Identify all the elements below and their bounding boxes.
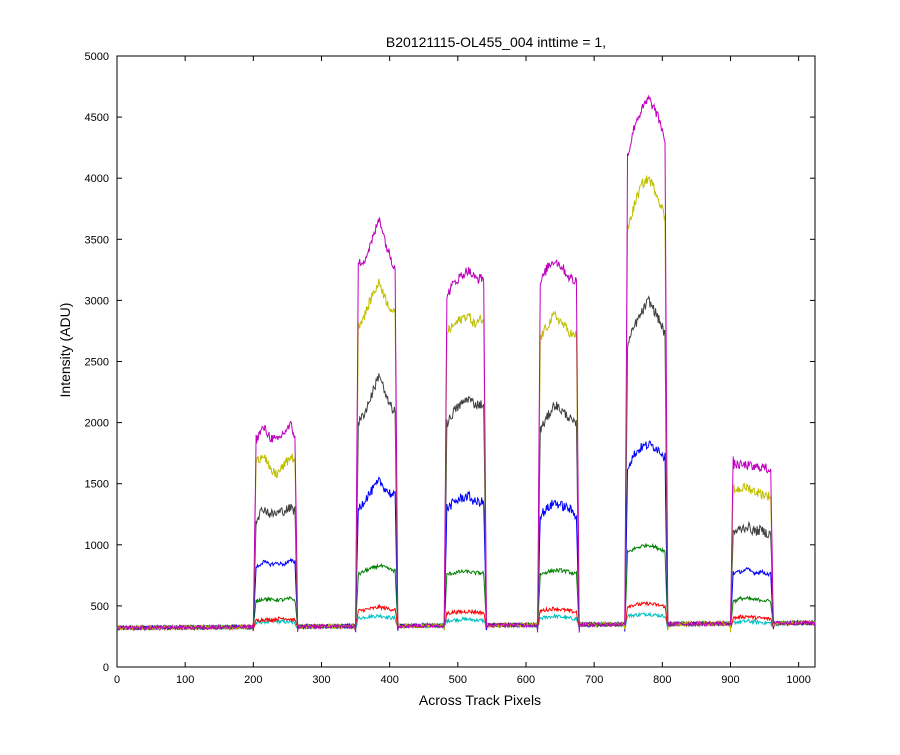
series-layer [116, 94, 816, 633]
y-tick-label: 4000 [85, 173, 109, 185]
y-tick-label: 4500 [85, 112, 109, 124]
x-tick-label: 500 [449, 674, 467, 686]
y-tick-label: 5000 [85, 51, 109, 63]
y-tick-label: 3500 [85, 234, 109, 246]
x-axis-title: Across Track Pixels [419, 692, 541, 708]
x-tick-label: 300 [312, 674, 330, 686]
x-tick-label: 100 [176, 674, 194, 686]
x-tick-label: 1000 [786, 674, 810, 686]
x-tick-label: 200 [244, 674, 262, 686]
x-tick-label: 800 [653, 674, 671, 686]
x-tick-label: 400 [380, 674, 398, 686]
y-tick-label: 1000 [85, 540, 109, 552]
x-tick-label: 0 [114, 674, 120, 686]
y-tick-label: 1500 [85, 479, 109, 491]
y-tick-label: 3000 [85, 295, 109, 307]
x-tick-label: 900 [721, 674, 739, 686]
y-axis-title: Intensity (ADU) [57, 303, 73, 398]
y-tick-label: 0 [103, 662, 109, 674]
ticks-layer: 0 100 200 300 400 500 600 700 800 900 1000 0 500 1000… [85, 51, 815, 686]
y-tick-label: 2500 [85, 357, 109, 369]
x-tick-label: 600 [517, 674, 535, 686]
x-tick-label: 700 [585, 674, 603, 686]
series-line [116, 94, 816, 633]
plot-area [116, 55, 816, 668]
y-tick-label: 500 [91, 601, 109, 613]
chart-title: B20121115-OL455_004 inttime = 1, [386, 34, 606, 50]
y-tick-label: 2000 [85, 418, 109, 430]
